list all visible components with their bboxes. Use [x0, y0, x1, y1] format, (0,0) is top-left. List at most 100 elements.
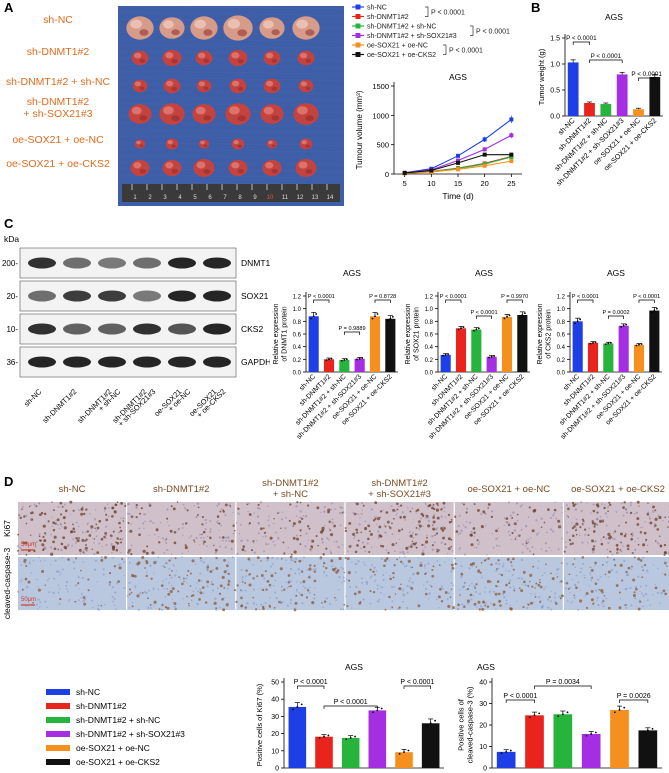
blot-band: [63, 290, 91, 302]
blot-band: [28, 257, 56, 269]
ruler-number: 1: [133, 195, 137, 201]
chart-title: AGS: [345, 662, 363, 672]
legend-label: sh-DNMT1#2 + sh-NC: [76, 715, 160, 725]
y-axis-label: Tumour volume (mm³): [355, 90, 364, 169]
tumour-row-label: sh-DNMT1#2 + sh-SOX21#3: [0, 96, 116, 120]
legend-label: oe-SOX21 + oe-NC: [367, 43, 428, 50]
p-value-label: P < 0.0001: [334, 699, 368, 706]
western-blot: kDa DNMT1 200- SOX21 20- CKS2 10- GAPDH 36- sh-NC…: [2, 234, 270, 428]
data-point: [509, 159, 514, 164]
legend-marker: [355, 42, 361, 48]
tumour: [163, 78, 181, 94]
data-dot: [310, 317, 313, 320]
ihc-image: [127, 502, 236, 555]
tumour: [266, 139, 278, 149]
tumour: [134, 139, 146, 149]
legend-marker: [355, 14, 361, 19]
bar: [315, 736, 333, 768]
blot-band: [168, 257, 196, 269]
y-tick-label: 30: [271, 714, 279, 721]
data-dot: [380, 707, 383, 710]
tumour: [128, 104, 152, 124]
legend-bracket: [425, 6, 429, 17]
significance-bracket: [445, 299, 462, 303]
y-tick-label: 0: [483, 766, 487, 773]
y-tick-label: 0.2: [293, 358, 302, 364]
data-dot: [604, 343, 607, 346]
legend-swatch: [46, 759, 70, 765]
legend-label: sh-DNMT1#2 + sh-SOX21#3: [367, 33, 457, 40]
ihc-row-label: Ki67: [2, 520, 12, 537]
p-value-label: P < 0.0001: [294, 679, 328, 686]
tumour-row-label-line: oe-SOX21 + oe-NC: [12, 134, 104, 146]
tumour-row-label: sh-DNMT1#2 + sh-NC: [0, 76, 116, 88]
legend-label: oe-SOX21 + oe-NC: [76, 743, 150, 753]
ihc-row-label: cleaved-caspase-3: [2, 548, 12, 620]
chart-title: AGS: [477, 662, 495, 672]
tumour: [262, 159, 282, 177]
ihc-column-header: sh-DNMT1#2: [153, 484, 210, 495]
y-axis-label: Positive cells of: [457, 698, 466, 751]
tumour: [295, 159, 317, 177]
data-dot: [508, 314, 511, 317]
data-dot: [323, 735, 325, 738]
scale-bar-label: 50μm: [21, 542, 36, 548]
legend-pvalue: P < 0.0001: [449, 47, 483, 54]
significance-bracket: [572, 41, 590, 45]
data-dot: [561, 713, 564, 716]
band-name: SOX21: [241, 291, 269, 301]
tumour-volume-chart: AGS 0 500 1000 1500 5 10 15 20 25 Time (d) Tumour v…: [355, 72, 522, 201]
data-dot: [327, 734, 330, 737]
bar: [572, 321, 583, 372]
bar: [486, 356, 497, 372]
blot-band: [98, 356, 126, 368]
tumour: [228, 49, 248, 67]
data-dot: [328, 358, 330, 361]
tumour: [159, 17, 185, 39]
data-dot: [386, 319, 389, 322]
data-dot: [646, 729, 649, 732]
data-dot: [475, 328, 478, 331]
blot-band: [203, 323, 231, 335]
data-point: [456, 160, 460, 165]
tumour-row-label-line: + sh-SOX21#3: [23, 108, 93, 120]
chart-title: AGS: [343, 268, 361, 278]
ihc-image: [345, 557, 454, 610]
bar: [496, 751, 516, 768]
data-point: [482, 147, 487, 152]
y-tick-label: 10: [271, 748, 279, 755]
tumour-row-label: oe-SOX21 + oe-CKS2: [0, 158, 116, 170]
group-legend-d: sh-NC sh-DNMT1#2 sh-DNMT1#2 + sh-NC sh-DNMT…: [46, 687, 185, 767]
data-dot: [625, 323, 628, 326]
blot-band: [28, 323, 56, 335]
y-axis-label: of DNMT1 protein: [281, 306, 288, 361]
data-dot: [312, 315, 315, 318]
data-dot: [447, 353, 450, 356]
data-dot: [509, 749, 512, 752]
p-value-label: P < 0.0001: [591, 53, 622, 60]
bar: [587, 342, 599, 372]
data-point: [429, 168, 434, 173]
bar: [633, 344, 645, 372]
data-dot: [622, 324, 625, 327]
data-point: [509, 133, 514, 138]
legend-swatch: [46, 731, 70, 737]
tumour: [126, 16, 154, 40]
legend-label: sh-DNMT1#2 + sh-SOX21#3: [76, 729, 185, 739]
tumour: [130, 159, 150, 177]
data-dot: [518, 316, 521, 318]
significance-bracket: [505, 699, 535, 703]
legend-swatch: [46, 703, 70, 709]
ruler-number: 12: [297, 195, 304, 201]
ihc-column-header: sh-NC: [59, 484, 86, 495]
y-tick-label: 0.4: [425, 345, 434, 351]
y-tick-label: 1.0: [425, 307, 434, 313]
bar: [471, 329, 482, 372]
ruler: [122, 184, 340, 202]
ruler-number: 5: [193, 195, 197, 201]
bar: [440, 354, 451, 372]
lane-label: sh-NC: [22, 387, 44, 409]
ruler-number: 9: [253, 195, 257, 201]
data-dot: [457, 328, 460, 331]
legend-label: sh-NC: [367, 5, 387, 12]
